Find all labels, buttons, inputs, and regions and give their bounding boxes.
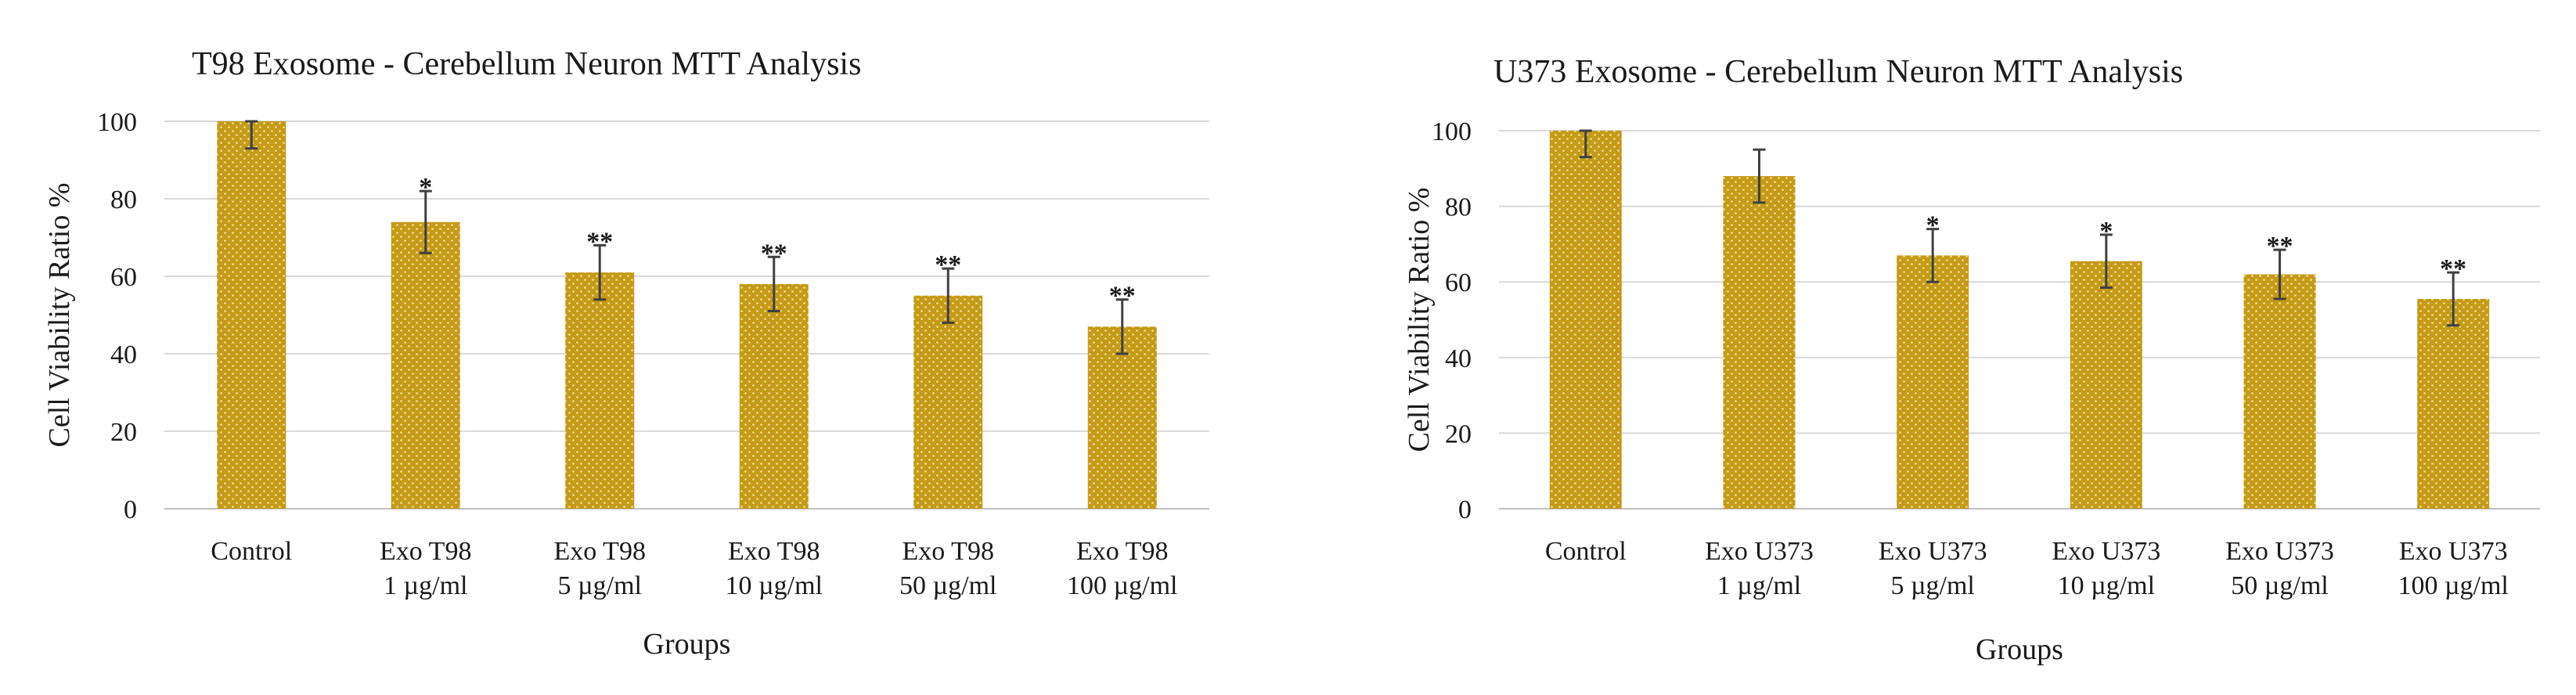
x-tick-label: Exo T98 (380, 537, 471, 566)
y-tick-label: 80 (1445, 193, 1472, 222)
error-bar (2099, 233, 2113, 289)
x-tick-label: 100 µg/ml (1067, 571, 1177, 600)
x-tick-label: Exo U373 (2052, 537, 2160, 566)
bar (1087, 326, 1157, 509)
significance-mark: * (419, 173, 432, 202)
bar (2070, 261, 2142, 509)
significance-mark: ** (586, 227, 613, 256)
chart-title: T98 Exosome - Cerebellum Neuron MTT Anal… (192, 46, 861, 82)
t98-chart: T98 Exosome - Cerebellum Neuron MTT Anal… (43, 46, 1209, 661)
x-tick-label: Control (1545, 537, 1627, 566)
error-bar (767, 255, 780, 313)
x-tick-label: Exo T98 (903, 537, 994, 566)
error-bar (1115, 298, 1129, 355)
error-bar (942, 267, 955, 324)
bar (1549, 131, 1622, 509)
x-tick-label: 100 µg/ml (2398, 571, 2508, 600)
x-axis-title: Groups (1976, 633, 2063, 666)
error-bar (419, 189, 432, 254)
chart-svg: U373 Exosome - Cerebellum Neuron MTT Ana… (1403, 54, 2540, 666)
error-bar (593, 243, 607, 301)
significance-mark: ** (935, 250, 961, 279)
x-tick-label: 50 µg/ml (2231, 571, 2328, 600)
bar (2243, 274, 2316, 509)
x-tick-label: Exo T98 (728, 537, 820, 566)
significance-mark: ** (761, 239, 787, 268)
y-tick-label: 100 (1432, 117, 1472, 146)
bar (739, 283, 809, 509)
y-tick-label: 40 (110, 340, 137, 369)
bar (2417, 298, 2490, 509)
x-tick-label: Exo U373 (1879, 537, 1987, 566)
bar (565, 272, 635, 509)
x-tick-label: Exo T98 (1076, 537, 1168, 566)
x-tick-label: Exo T98 (554, 537, 646, 566)
chart-svg: T98 Exosome - Cerebellum Neuron MTT Anal… (43, 46, 1209, 661)
error-bar (2273, 248, 2286, 301)
significance-mark: * (2099, 217, 2113, 246)
error-bar (1926, 228, 1940, 283)
y-tick-label: 20 (110, 418, 137, 447)
x-tick-label: Exo U373 (2399, 537, 2508, 566)
y-axis-title: Cell Viability Ratio % (1403, 188, 1436, 452)
error-bar (1579, 129, 1592, 159)
x-tick-label: Exo U373 (1705, 537, 1814, 566)
x-tick-label: Exo U373 (2225, 537, 2334, 566)
error-bar (1753, 148, 1766, 204)
significance-mark: * (1926, 211, 1940, 240)
x-axis-title: Groups (643, 628, 731, 661)
x-tick-label: 50 µg/ml (899, 571, 996, 600)
chart-title: U373 Exosome - Cerebellum Neuron MTT Ana… (1493, 54, 2183, 90)
y-tick-label: 0 (124, 495, 137, 524)
x-tick-label: 5 µg/ml (1890, 571, 1974, 600)
significance-mark: ** (2440, 254, 2466, 283)
bar (391, 221, 460, 509)
u373-chart: U373 Exosome - Cerebellum Neuron MTT Ana… (1288, 0, 2576, 695)
error-bar (245, 120, 258, 150)
y-tick-label: 20 (1445, 420, 1472, 448)
y-tick-label: 60 (110, 263, 137, 292)
x-tick-label: Control (211, 537, 292, 566)
bar (1723, 175, 1796, 509)
significance-mark: ** (1109, 282, 1136, 311)
x-tick-label: 10 µg/ml (2058, 571, 2155, 600)
error-bar (2447, 271, 2460, 327)
y-tick-label: 60 (1445, 268, 1472, 297)
y-axis-title: Cell Viability Ratio % (43, 183, 76, 448)
y-tick-label: 80 (110, 185, 137, 214)
y-tick-label: 40 (1445, 344, 1472, 373)
bar (217, 121, 286, 509)
bar (1897, 255, 1969, 509)
x-tick-label: 1 µg/ml (1717, 571, 1801, 600)
x-tick-label: 10 µg/ml (726, 571, 823, 600)
y-tick-label: 0 (1458, 495, 1472, 524)
significance-mark: ** (2267, 232, 2293, 261)
x-tick-label: 1 µg/ml (384, 571, 467, 600)
bar (913, 295, 983, 509)
x-tick-label: 5 µg/ml (558, 571, 642, 600)
y-tick-label: 100 (97, 108, 137, 137)
